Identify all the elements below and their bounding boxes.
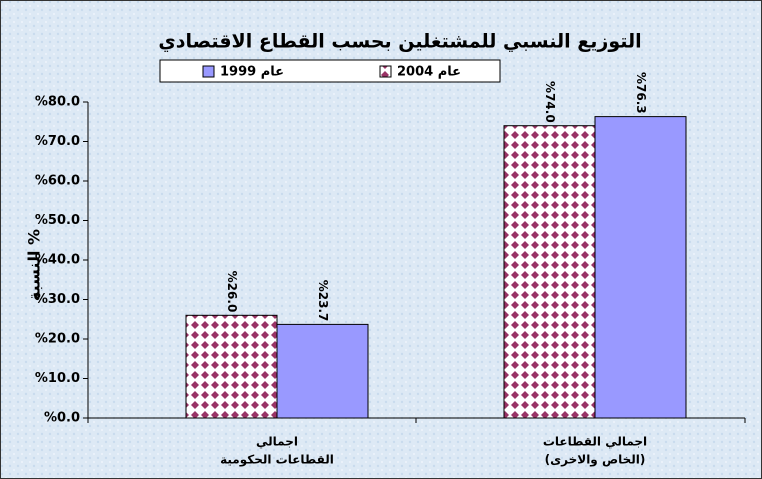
value-label: %74.0 — [543, 81, 557, 123]
bar — [276, 323, 369, 419]
x-tick-label: اجمالي القطاعات — [543, 435, 647, 449]
y-tick-label: %30.0 — [35, 292, 80, 307]
value-label: %26.0 — [225, 271, 239, 313]
legend-swatch — [202, 65, 215, 78]
y-axis-label: النسبة % — [25, 229, 44, 301]
x-tick-label: (الخاص والاخرى) — [545, 453, 646, 468]
y-tick-label: %0.0 — [44, 411, 80, 426]
legend-swatch — [379, 65, 392, 78]
x-tick-label: القطاعات الحكومية — [220, 453, 334, 468]
legend — [159, 59, 501, 83]
y-tick-label: %10.0 — [35, 371, 80, 386]
chart-title: التوزيع النسبي للمشتغلين بحسب القطاع الا… — [158, 31, 641, 54]
value-label: %76.3 — [634, 72, 648, 114]
value-label: %23.7 — [316, 280, 330, 322]
x-tick-label: اجمالي — [256, 435, 298, 449]
legend-label: عام 1999 — [220, 65, 284, 80]
bar — [503, 125, 596, 419]
y-tick-label: %50.0 — [35, 213, 80, 228]
y-tick-label: %70.0 — [35, 134, 80, 149]
bar — [594, 116, 687, 419]
y-tick-label: %20.0 — [35, 332, 80, 347]
y-tick-label: %60.0 — [35, 174, 80, 189]
y-tick-label: %80.0 — [35, 95, 80, 110]
legend-label: عام 2004 — [397, 65, 461, 80]
bar — [185, 314, 278, 419]
y-tick-label: %40.0 — [35, 253, 80, 268]
